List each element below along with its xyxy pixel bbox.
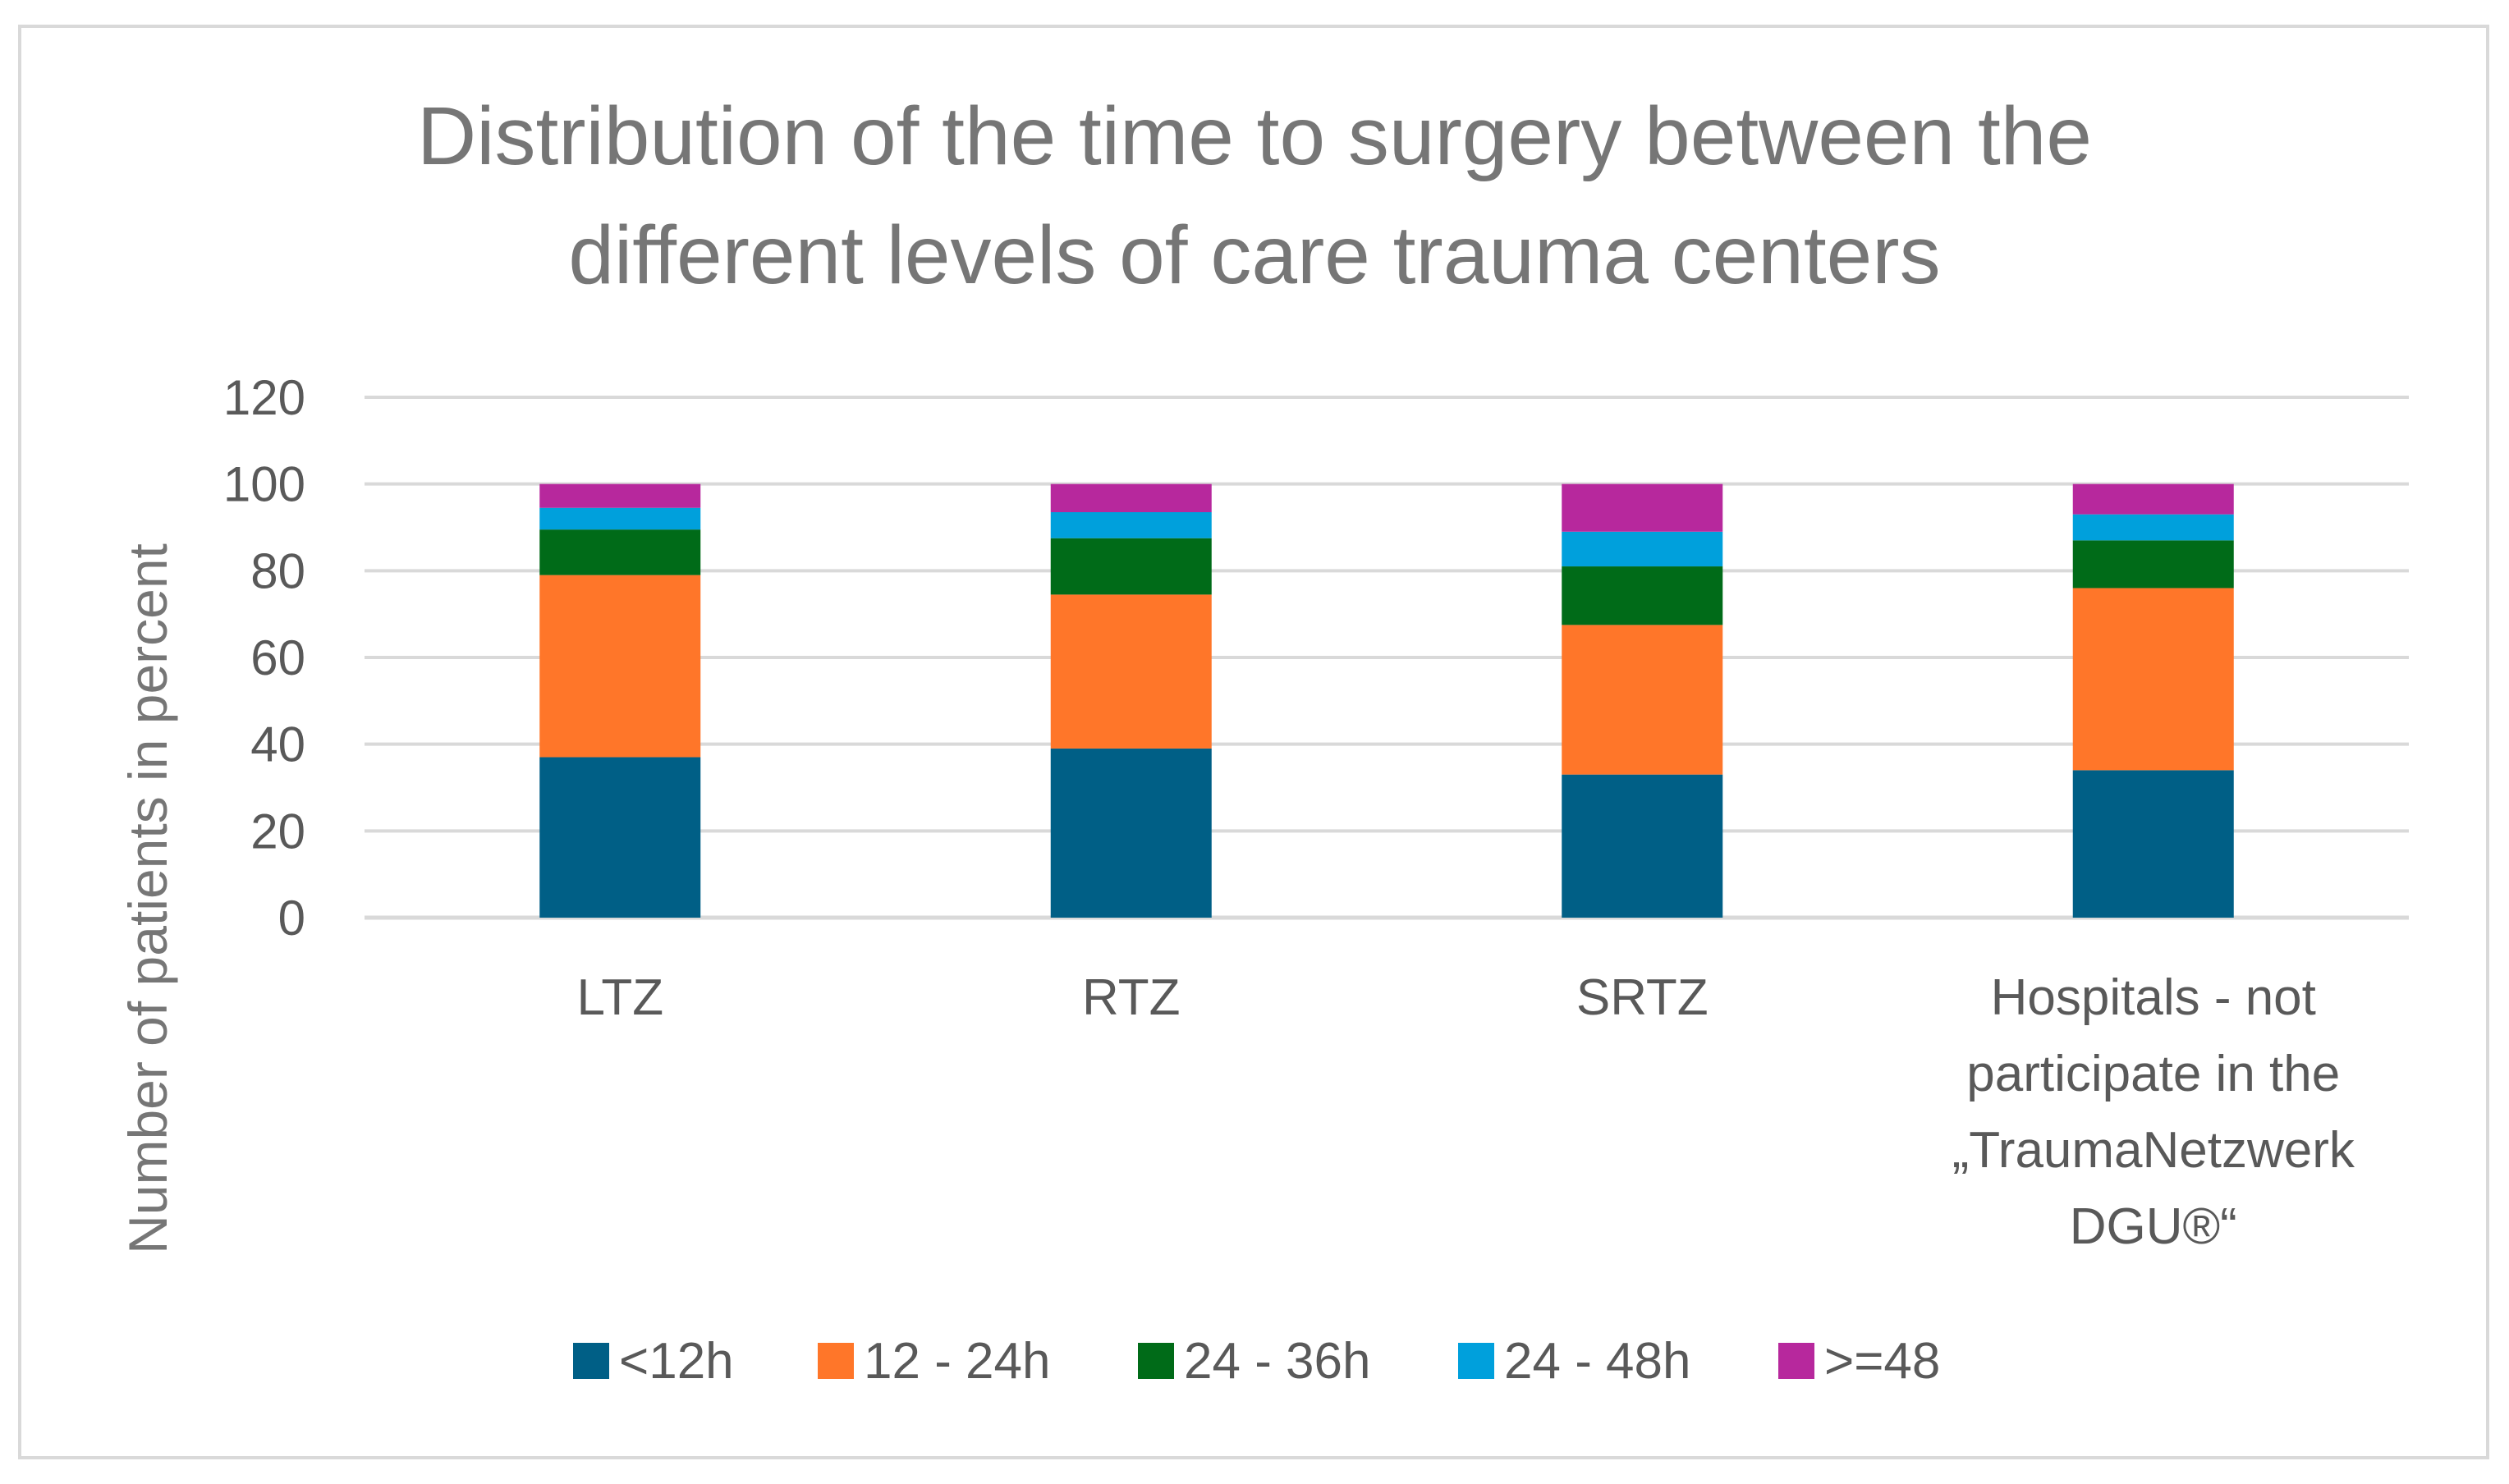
chart-title-line-2: different levels of care trauma centers [568,209,1940,301]
bar-0-1 [539,575,701,758]
bar-2-0 [1562,774,1723,918]
legend-swatch [1778,1343,1814,1379]
legend-swatch [1458,1343,1494,1379]
legend-swatch [818,1343,854,1379]
legend-swatch [1138,1343,1174,1379]
x-tick-label: RTZ [1082,969,1180,1026]
x-tick-label: participate in the [1966,1046,2340,1102]
bar-3-2 [2072,540,2234,589]
bar-0-2 [539,529,701,575]
chart-title: Distribution of the time to surgery betw… [417,90,2092,301]
y-axis-label: Number of patients in percent [117,543,178,1254]
legend-swatch [573,1343,609,1379]
x-tick-label: LTZ [576,969,663,1026]
bar-3-1 [2072,588,2234,771]
chart-title-line-1: Distribution of the time to surgery betw… [417,90,2092,182]
bar-1-2 [1050,538,1212,595]
y-tick-label: 80 [250,543,305,598]
bar-1-3 [1050,512,1212,538]
y-tick-labels: 0 20 40 60 80 100 120 [223,370,305,946]
x-tick-label: SRTZ [1576,969,1709,1026]
x-tick-label: „TraumaNetzwerk [1952,1122,2355,1179]
bar-1-1 [1050,594,1212,749]
bar-3-3 [2072,514,2234,541]
legend-label: 24 - 36h [1184,1333,1371,1390]
x-tick-labels: LTZ RTZ SRTZ Hospitals - not participate in … [576,969,2355,1255]
bar-3-0 [2072,770,2234,918]
legend-label: <12h [619,1333,734,1390]
legend-label: 24 - 48h [1504,1333,1691,1390]
gridlines [365,396,2409,920]
x-tick-label: DGU®“ [2070,1198,2237,1255]
x-tick-label: Hospitals - not [1991,969,2316,1026]
y-tick-label: 100 [223,457,305,512]
bar-0-0 [539,757,701,918]
y-tick-label: 20 [250,804,305,859]
bar-3-4 [2072,483,2234,515]
y-tick-label: 0 [278,891,305,946]
bar-2-1 [1562,625,1723,775]
bar-2-2 [1562,566,1723,625]
bar-1-4 [1050,483,1212,513]
y-tick-label: 40 [250,717,305,772]
bar-2-3 [1562,531,1723,567]
bar-1-0 [1050,748,1212,918]
y-tick-label: 120 [223,370,305,425]
bar-0-4 [539,483,701,508]
legend: <12h 12 - 24h 24 - 36h 24 - 48h >=48 [573,1333,1940,1390]
legend-label: 12 - 24h [864,1333,1051,1390]
y-tick-label: 60 [250,630,305,685]
bar-0-3 [539,507,701,530]
legend-label: >=48 [1824,1333,1940,1390]
bars [539,483,2234,918]
bar-2-4 [1562,483,1723,532]
